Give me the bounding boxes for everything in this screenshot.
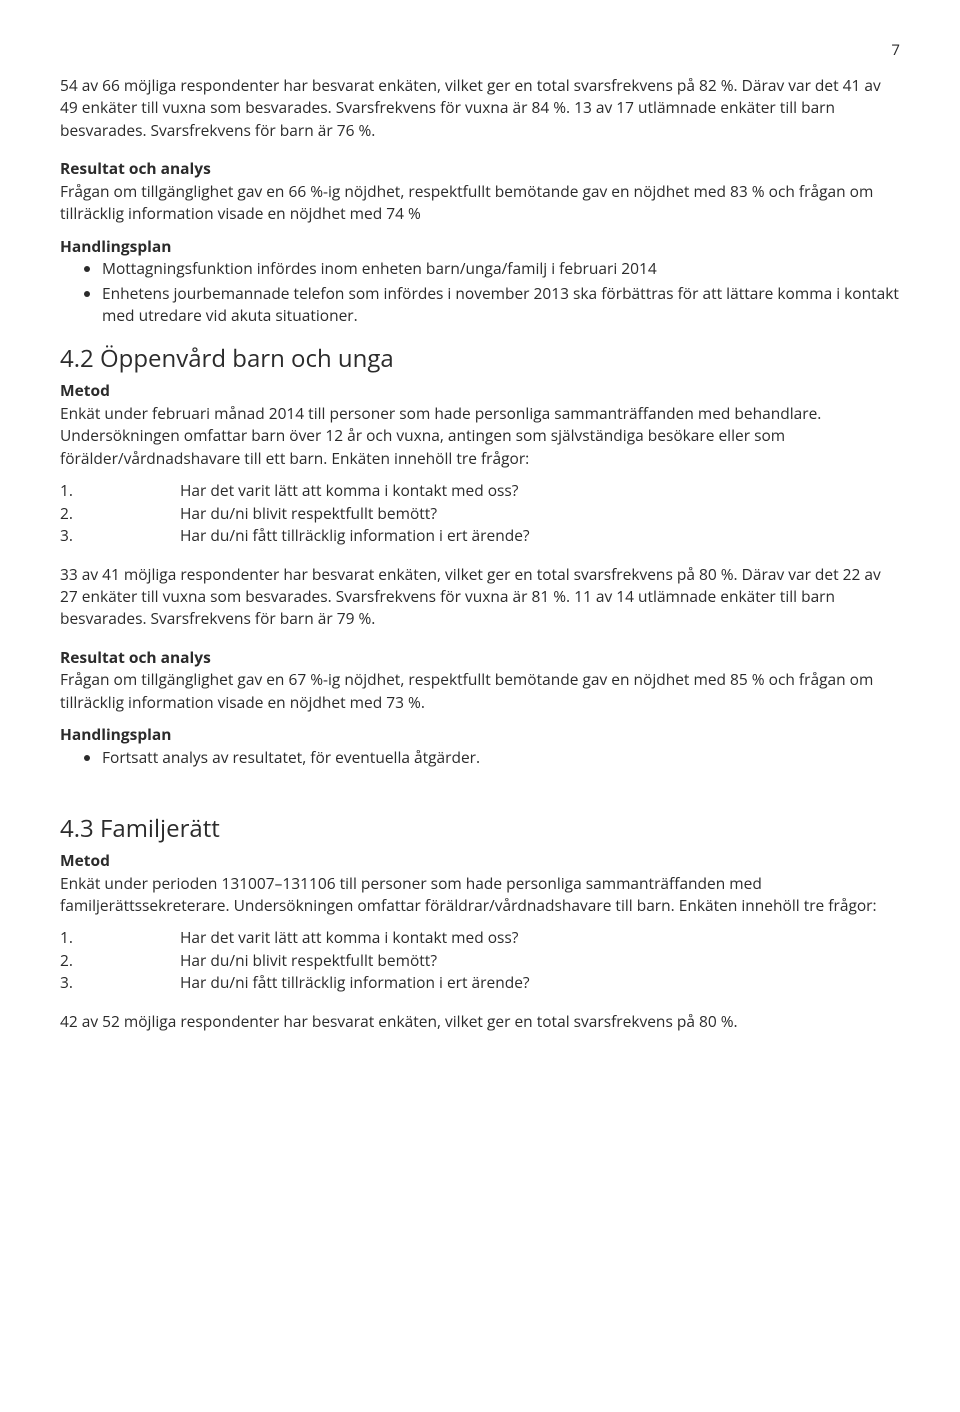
question-number: 3. xyxy=(60,971,180,993)
question-row: 1. Har det varit lätt att komma i kontak… xyxy=(60,926,900,948)
method-text-2: Enkät under februari månad 2014 till per… xyxy=(60,402,821,469)
list-item: Fortsatt analys av resultatet, för event… xyxy=(102,746,900,768)
list-item: Enhetens jourbemannade telefon som inför… xyxy=(102,282,900,327)
intro-paragraph: 54 av 66 möjliga respondenter har besvar… xyxy=(60,74,900,141)
question-row: 3. Har du/ni fått tillräcklig informatio… xyxy=(60,524,900,546)
plan-bullets-1: Mottagningsfunktion infördes inom enhete… xyxy=(60,257,900,326)
question-text: Har det varit lätt att komma i kontakt m… xyxy=(180,926,519,948)
method-heading-2: Metod xyxy=(60,379,110,401)
question-number: 2. xyxy=(60,502,180,524)
result-text-2: Frågan om tillgänglighet gav en 67 %-ig … xyxy=(60,668,873,712)
result-text-1: Frågan om tillgänglighet gav en 66 %-ig … xyxy=(60,180,873,224)
question-row: 3. Har du/ni fått tillräcklig informatio… xyxy=(60,971,900,993)
list-item: Mottagningsfunktion infördes inom enhete… xyxy=(102,257,900,279)
plan-bullets-2: Fortsatt analys av resultatet, för event… xyxy=(60,746,900,768)
question-number: 1. xyxy=(60,926,180,948)
method-text-3: Enkät under perioden 131007–131106 till … xyxy=(60,872,877,916)
question-text: Har du/ni fått tillräcklig information i… xyxy=(180,524,530,546)
question-text: Har det varit lätt att komma i kontakt m… xyxy=(180,479,519,501)
plan-heading-1: Handlingsplan xyxy=(60,235,900,257)
question-list-2: 1. Har det varit lätt att komma i kontak… xyxy=(60,479,900,546)
method-heading-3: Metod xyxy=(60,849,110,871)
question-text: Har du/ni blivit respektfullt bemött? xyxy=(180,502,437,524)
question-number: 2. xyxy=(60,949,180,971)
section-title-3: 4.3 Familjerätt xyxy=(60,812,900,847)
response-text-3: 42 av 52 möjliga respondenter har besvar… xyxy=(60,1010,900,1032)
question-row: 2. Har du/ni blivit respektfullt bemött? xyxy=(60,502,900,524)
question-row: 1. Har det varit lätt att komma i kontak… xyxy=(60,479,900,501)
result-heading-2: Resultat och analys xyxy=(60,646,211,668)
page-number: 7 xyxy=(60,40,900,62)
question-list-3: 1. Har det varit lätt att komma i kontak… xyxy=(60,926,900,993)
question-number: 3. xyxy=(60,524,180,546)
question-text: Har du/ni blivit respektfullt bemött? xyxy=(180,949,437,971)
section-title-2: 4.2 Öppenvård barn och unga xyxy=(60,342,900,377)
response-text-2: 33 av 41 möjliga respondenter har besvar… xyxy=(60,563,900,630)
question-text: Har du/ni fått tillräcklig information i… xyxy=(180,971,530,993)
result-heading-1: Resultat och analys xyxy=(60,157,211,179)
question-number: 1. xyxy=(60,479,180,501)
plan-heading-2: Handlingsplan xyxy=(60,723,900,745)
question-row: 2. Har du/ni blivit respektfullt bemött? xyxy=(60,949,900,971)
